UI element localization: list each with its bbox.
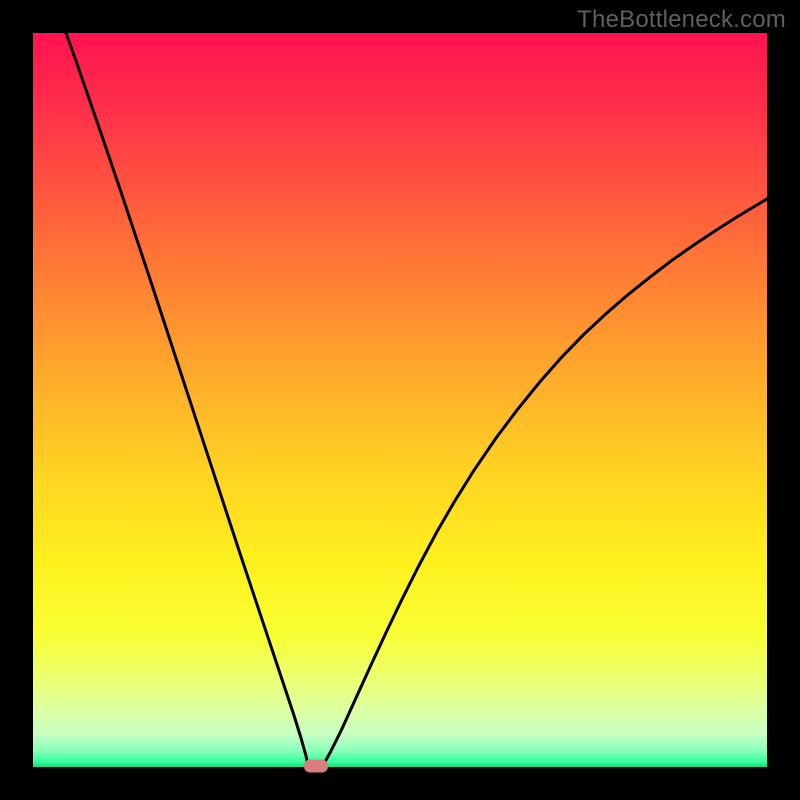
optimum-marker	[304, 759, 328, 772]
bottleneck-curve	[33, 33, 767, 767]
watermark-text: TheBottleneck.com	[577, 6, 786, 34]
chart-frame: TheBottleneck.com	[0, 0, 800, 800]
plot-area	[33, 33, 767, 767]
